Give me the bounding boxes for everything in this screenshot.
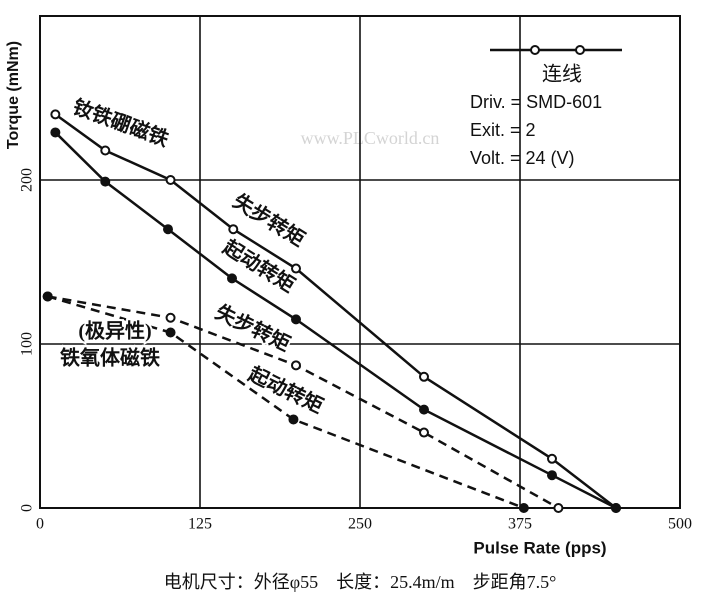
data-point bbox=[291, 263, 301, 274]
data-point bbox=[553, 503, 564, 513]
data-point bbox=[419, 427, 429, 438]
series-line bbox=[54, 113, 617, 509]
data-point bbox=[42, 291, 53, 302]
data-point bbox=[165, 312, 176, 323]
data-point bbox=[611, 503, 621, 513]
x-tick-label: 125 bbox=[188, 516, 212, 533]
series-line bbox=[54, 131, 617, 510]
data-point bbox=[227, 273, 237, 284]
caption: 电机尺寸：外径φ55 长度：25.4m/m 步距角7.5° bbox=[164, 572, 557, 592]
annotation: 铁氧体磁铁 bbox=[60, 346, 160, 370]
data-point bbox=[165, 175, 176, 185]
data-point bbox=[165, 327, 176, 338]
legend-note: Volt. = 24 (V) bbox=[470, 148, 575, 168]
legend-marker bbox=[530, 45, 540, 55]
legend-note: Driv. = SMD-601 bbox=[470, 92, 602, 112]
legend-marker bbox=[575, 45, 585, 55]
data-point bbox=[547, 470, 557, 481]
x-axis-label: Pulse Rate (pps) bbox=[473, 538, 606, 557]
annotation: (极异性) bbox=[78, 319, 151, 343]
x-tick-label: 250 bbox=[348, 516, 372, 533]
watermark: www.PLCworld.cn bbox=[301, 128, 440, 148]
x-tick-label: 500 bbox=[668, 516, 692, 533]
y-tick-label: 0 bbox=[19, 504, 36, 512]
data-point bbox=[288, 414, 299, 425]
data-point bbox=[291, 314, 301, 325]
data-point bbox=[50, 109, 61, 120]
data-point bbox=[547, 453, 557, 464]
series-line bbox=[47, 295, 525, 510]
data-point bbox=[291, 360, 301, 371]
data-point bbox=[100, 145, 111, 156]
data-point bbox=[228, 224, 239, 235]
y-axis-label: Torque (mNm) bbox=[5, 41, 22, 149]
x-tick-label: 0 bbox=[36, 516, 44, 533]
y-tick-label: 200 bbox=[19, 168, 36, 192]
x-tick-label: 375 bbox=[508, 516, 532, 533]
legend-label: 连线 bbox=[542, 63, 582, 86]
data-point bbox=[419, 371, 429, 382]
data-point bbox=[419, 404, 429, 415]
data-point bbox=[163, 224, 173, 235]
y-tick-label: 100 bbox=[19, 332, 36, 356]
legend-note: Exit. = 2 bbox=[470, 120, 536, 140]
data-point bbox=[100, 176, 111, 187]
data-point bbox=[50, 127, 61, 138]
data-point bbox=[518, 503, 529, 513]
